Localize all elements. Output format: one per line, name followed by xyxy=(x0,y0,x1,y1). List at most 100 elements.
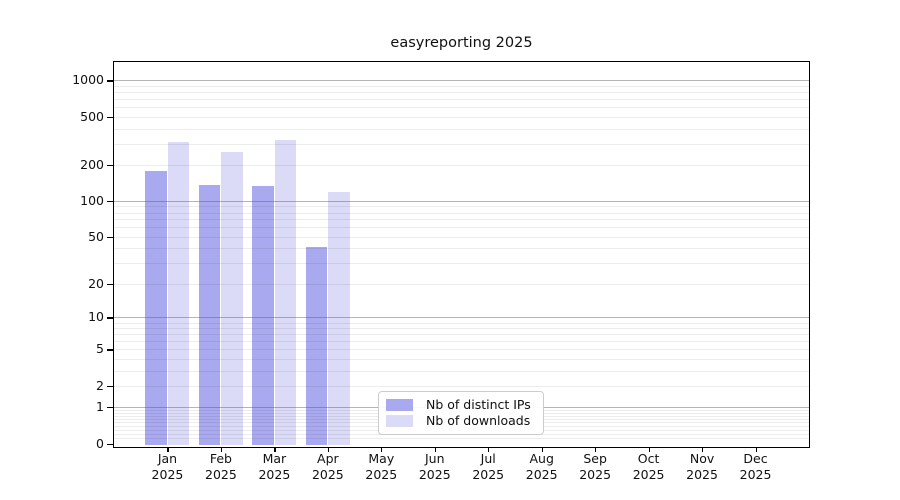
x-tick xyxy=(648,447,650,452)
x-tick-label-jul: Jul 2025 xyxy=(456,451,520,482)
y-tick-label: 2 xyxy=(96,377,104,393)
legend-swatch-distinct-ips xyxy=(386,398,413,411)
x-tick xyxy=(702,447,704,452)
month-year: 2025 xyxy=(311,466,344,482)
y-tick-label: 50 xyxy=(88,228,104,244)
y-tick xyxy=(107,200,113,203)
y-tick xyxy=(107,164,113,166)
month-year: 2025 xyxy=(151,466,184,482)
month-name: Nov xyxy=(689,451,715,466)
y-tick xyxy=(107,80,113,82)
x-tick-label-jan: Jan 2025 xyxy=(135,451,199,482)
month-name: Apr xyxy=(317,451,339,466)
gridline-minor xyxy=(114,248,809,250)
x-tick xyxy=(220,447,223,452)
legend-item-downloads: Nb of downloads xyxy=(386,413,533,428)
y-tick-label: 1 xyxy=(96,399,104,415)
legend-label-downloads: Nb of downloads xyxy=(426,413,531,428)
gridline-minor xyxy=(114,358,809,360)
y-tick-label: 500 xyxy=(80,108,104,124)
gridline-minor xyxy=(114,328,809,330)
gridline-minor xyxy=(114,283,809,285)
gridline-minor xyxy=(114,438,809,440)
gridline-minor xyxy=(114,322,809,324)
month-name: Aug xyxy=(529,451,554,466)
y-tick-label: 10 xyxy=(88,309,104,325)
gridline-minor xyxy=(114,143,809,145)
month-name: Feb xyxy=(209,451,232,466)
month-year: 2025 xyxy=(472,466,505,482)
x-tick xyxy=(167,447,169,452)
gridline-minor xyxy=(114,370,809,372)
x-tick-label-dec: Dec 2025 xyxy=(724,451,788,482)
legend-swatch-downloads xyxy=(386,414,413,427)
month-name: Jun xyxy=(425,451,445,466)
gridline-minor xyxy=(114,219,809,221)
bar-distinct-ips-apr xyxy=(305,247,328,445)
gridline-minor xyxy=(114,349,809,351)
gridline-minor xyxy=(114,107,809,109)
month-year: 2025 xyxy=(365,466,398,482)
legend-label-distinct-ips: Nb of distinct IPs xyxy=(426,397,531,412)
month-year: 2025 xyxy=(579,466,612,482)
x-tick-label-feb: Feb 2025 xyxy=(189,451,253,482)
chart-title: easyreporting 2025 xyxy=(390,35,533,51)
x-tick-label-may: May 2025 xyxy=(349,451,413,482)
x-tick xyxy=(488,447,490,452)
month-name: Mar xyxy=(262,451,287,466)
legend: Nb of distinct IPs Nb of downloads xyxy=(378,391,544,435)
y-tick xyxy=(107,385,113,387)
x-tick xyxy=(381,447,383,452)
y-tick xyxy=(107,317,113,319)
gridline-minor xyxy=(114,99,809,101)
month-year: 2025 xyxy=(632,466,665,482)
month-name: Jan xyxy=(157,451,178,466)
month-name: Dec xyxy=(743,451,768,466)
gridline-minor xyxy=(114,341,809,343)
x-tick-label-jun: Jun 2025 xyxy=(403,451,467,482)
x-tick xyxy=(755,447,757,452)
x-tick xyxy=(541,447,543,452)
bar-downloads-mar xyxy=(274,140,297,445)
y-tick xyxy=(107,443,113,445)
x-tick-label-oct: Oct 2025 xyxy=(617,451,681,482)
bar-distinct-ips-feb xyxy=(198,185,221,445)
y-tick-label: 100 xyxy=(80,192,104,208)
y-tick-label: 5 xyxy=(96,341,104,357)
month-year: 2025 xyxy=(739,466,772,482)
gridline-major xyxy=(114,80,809,82)
month-year: 2025 xyxy=(258,466,291,482)
bar-distinct-ips-mar xyxy=(252,185,274,445)
y-tick xyxy=(107,407,113,409)
x-tick xyxy=(434,447,436,452)
month-year: 2025 xyxy=(525,466,558,482)
gridline-minor xyxy=(114,334,809,336)
bars-layer xyxy=(114,62,809,447)
gridline-minor xyxy=(114,85,809,87)
y-tick-label: 0 xyxy=(96,435,104,451)
gridline-major xyxy=(114,317,809,319)
x-tick xyxy=(274,447,276,452)
x-tick-label-apr: Apr 2025 xyxy=(296,451,360,482)
y-tick-label: 1000 xyxy=(72,72,104,88)
month-year: 2025 xyxy=(205,466,237,482)
gridline-minor xyxy=(114,236,809,238)
month-year: 2025 xyxy=(686,466,718,482)
bar-downloads-feb xyxy=(221,152,243,445)
y-tick xyxy=(107,236,113,239)
x-tick-label-aug: Aug 2025 xyxy=(510,451,574,482)
legend-item-distinct-ips: Nb of distinct IPs xyxy=(386,397,533,412)
month-name: Sep xyxy=(583,451,607,466)
gridline-minor xyxy=(114,227,809,229)
gridline-minor xyxy=(114,263,809,265)
y-tick xyxy=(107,116,113,118)
plot-area xyxy=(113,61,810,448)
x-tick-label-nov: Nov 2025 xyxy=(670,451,734,482)
x-tick-label-sep: Sep 2025 xyxy=(563,451,627,482)
month-name: May xyxy=(368,451,395,466)
y-tick-label: 200 xyxy=(80,156,104,172)
month-name: Oct xyxy=(637,451,660,466)
gridline-minor xyxy=(114,164,809,166)
bar-downloads-jan xyxy=(167,142,190,445)
